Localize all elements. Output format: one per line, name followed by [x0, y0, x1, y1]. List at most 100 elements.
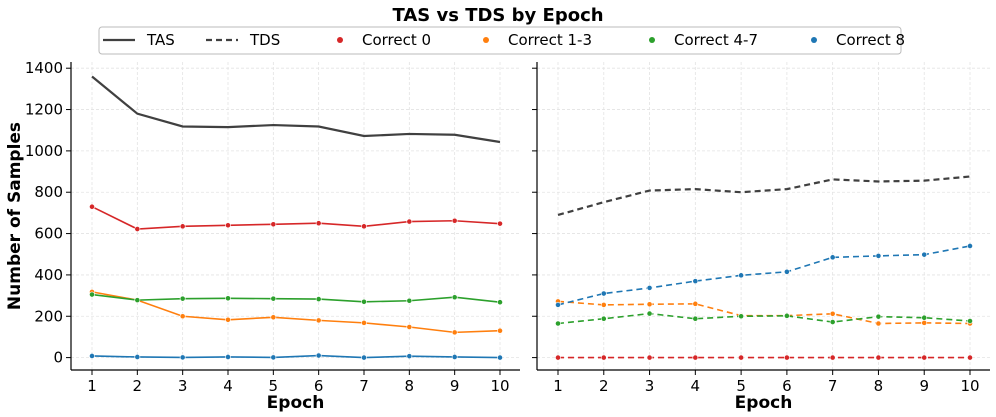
data-point: [738, 354, 745, 361]
legend-marker: [483, 37, 489, 43]
legend-label: Correct 8: [836, 31, 905, 49]
data-point: [967, 354, 973, 361]
legend-marker: [811, 37, 817, 43]
data-point: [315, 317, 322, 324]
legend-item: Correct 8: [811, 31, 905, 49]
data-point: [89, 353, 95, 359]
data-point: [361, 298, 367, 305]
x-tick-label: 2: [133, 377, 143, 395]
data-point: [600, 290, 607, 297]
series-line-tds: [557, 175, 971, 217]
legend-label: Correct 4-7: [674, 31, 758, 49]
x-tick-label: 3: [645, 377, 655, 395]
legend-item: TDS: [206, 31, 280, 49]
legend-item: Correct 4-7: [649, 31, 758, 49]
legend-box: [98, 26, 902, 55]
data-point: [600, 315, 607, 322]
data-point: [829, 319, 836, 325]
y-tick-label: 1200: [25, 101, 63, 119]
data-point: [921, 354, 928, 361]
data-point: [315, 220, 322, 227]
data-point: [361, 354, 367, 361]
x-tick-label: 7: [828, 377, 838, 395]
x-tick-label: 9: [450, 377, 460, 395]
data-point: [921, 314, 928, 321]
data-point: [829, 254, 836, 261]
legend-label: TAS: [146, 31, 175, 49]
x-axis-label: Epoch: [735, 393, 793, 413]
data-point: [179, 223, 186, 230]
data-point: [600, 301, 607, 308]
x-tick-label: 8: [405, 377, 415, 395]
x-tick-label: 7: [359, 377, 369, 395]
x-tick-label: 5: [269, 377, 279, 395]
x-tick-label: 6: [782, 377, 792, 395]
data-point: [225, 222, 231, 229]
data-point: [646, 285, 653, 291]
x-tick-label: 3: [178, 377, 188, 395]
x-tick-label: 4: [691, 377, 701, 395]
legend-label: Correct 0: [362, 31, 431, 49]
data-point: [134, 297, 141, 304]
legend-marker: [649, 37, 655, 43]
data-point: [738, 272, 745, 279]
y-tick-label: 1000: [25, 142, 63, 160]
data-point: [738, 313, 745, 320]
data-point: [497, 220, 503, 227]
x-axis-label: Epoch: [267, 393, 325, 413]
data-point: [225, 316, 231, 323]
x-tick-label: 1: [553, 377, 563, 395]
data-point: [875, 252, 882, 259]
data-point: [921, 251, 928, 258]
y-axis-label: Number of Samples: [5, 122, 25, 310]
data-point: [179, 354, 186, 361]
data-point: [134, 226, 141, 232]
data-point: [646, 354, 653, 361]
series-line-correct-4-7: [91, 293, 501, 303]
data-point: [270, 354, 277, 361]
legend-item: Correct 1-3: [483, 31, 592, 49]
data-point: [646, 310, 653, 317]
x-tick-label: 10: [490, 377, 509, 395]
data-point: [497, 354, 503, 361]
data-point: [451, 354, 458, 360]
data-point: [600, 354, 607, 361]
y-tick-label: 400: [34, 266, 63, 284]
data-point: [179, 313, 186, 320]
data-point: [497, 299, 503, 306]
series-line-correct-4-7: [557, 312, 971, 325]
data-point: [783, 268, 790, 275]
data-point: [451, 329, 458, 336]
data-point: [555, 320, 561, 327]
x-tick-label: 8: [874, 377, 884, 395]
series-line-correct-8: [557, 245, 971, 306]
data-point: [829, 354, 836, 361]
data-point: [555, 301, 561, 308]
data-point: [692, 300, 699, 307]
data-point: [361, 223, 367, 230]
data-point: [270, 314, 277, 321]
data-point: [875, 320, 882, 327]
data-point: [829, 310, 836, 317]
data-point: [967, 243, 973, 249]
data-point: [89, 203, 95, 210]
x-tick-label: 10: [960, 377, 979, 395]
legend-marker: [337, 37, 343, 43]
x-tick-label: 1: [87, 377, 97, 395]
data-point: [315, 352, 322, 359]
data-point: [692, 278, 699, 285]
y-tick-label: 1400: [25, 59, 63, 77]
legend-label: Correct 1-3: [508, 31, 592, 49]
data-point: [89, 291, 95, 298]
y-tick-label: 600: [34, 225, 63, 243]
x-tick-label: 2: [599, 377, 609, 395]
data-point: [406, 324, 413, 330]
data-point: [692, 315, 699, 322]
panel-tas: 0 200 400 600 800 1000 1200 1400 1 2 3 4 5 6 7 8 9 10 Epoc…: [25, 59, 520, 413]
panel-tds: 1 2 3 4 5 6 7 8 9 10 Epoch: [532, 62, 990, 413]
data-point: [875, 313, 882, 320]
legend-item: TAS: [103, 31, 175, 49]
legend-item: Correct 0: [337, 31, 431, 49]
chart-title: TAS vs TDS by Epoch: [392, 5, 603, 26]
data-point: [783, 354, 790, 361]
